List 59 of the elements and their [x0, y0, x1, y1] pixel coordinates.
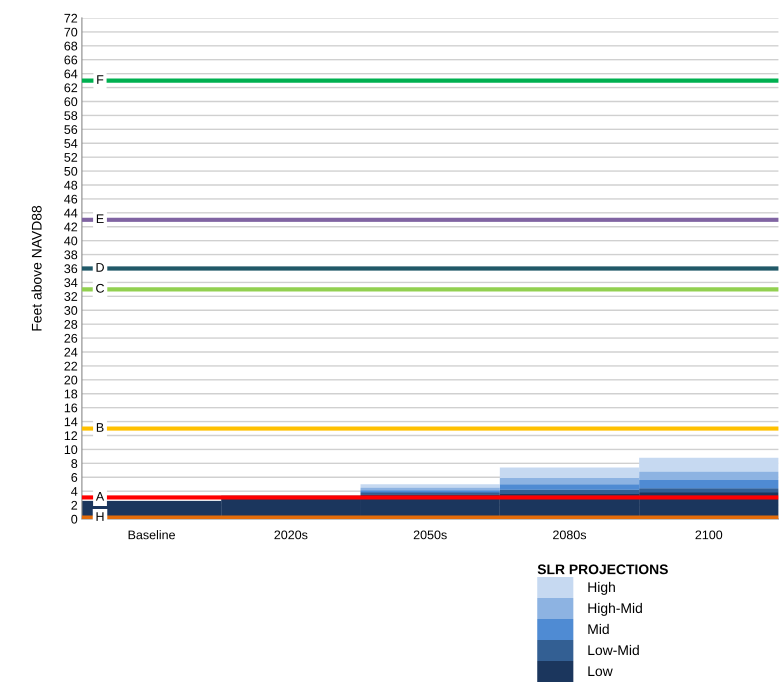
y-tick-label: 52	[64, 152, 78, 162]
ref-line-label: E	[96, 214, 104, 224]
y-tick-label: 50	[64, 166, 78, 176]
y-tick-label: 16	[64, 403, 78, 412]
y-tick-label: 20	[64, 376, 78, 384]
legend-label: Mid	[588, 624, 609, 634]
y-tick-label: 0	[71, 514, 78, 524]
y-tick-label: 4	[71, 487, 78, 496]
bar	[360, 484, 500, 488]
y-axis-title: Feet above NAVD88	[31, 206, 42, 331]
y-tick-label: 24	[64, 348, 78, 357]
x-tick-label: 2100	[696, 530, 722, 540]
y-tick-label: 40	[64, 236, 78, 246]
ref-line-label: C	[96, 284, 104, 293]
y-tick-label: 18	[64, 390, 78, 398]
legend-label: Low	[588, 666, 613, 676]
y-tick-label: 70	[64, 28, 78, 37]
y-tick-label: 48	[64, 180, 78, 190]
legend-title: SLR PROJECTIONS	[538, 564, 668, 574]
legend-label: High-Mid	[588, 602, 642, 616]
x-tick-label: Baseline	[128, 530, 175, 540]
y-tick-label: 62	[64, 83, 78, 92]
y-tick-label: 2	[71, 500, 78, 510]
y-tick-label: 54	[64, 139, 78, 148]
ref-line-label: F	[97, 75, 104, 84]
ref-line-label: H	[96, 512, 104, 521]
ref-line-label: A	[96, 492, 104, 501]
y-tick-label: 38	[64, 250, 78, 260]
y-tick-label: 68	[64, 42, 78, 50]
y-tick-label: 30	[64, 306, 78, 315]
x-tick-label: 2020s	[274, 530, 308, 540]
ref-line-label: D	[96, 263, 104, 272]
y-tick-label: 36	[64, 264, 78, 274]
bar	[360, 490, 500, 493]
y-tick-label: 46	[64, 194, 78, 204]
y-tick-label: 58	[64, 111, 78, 120]
y-tick-label: 64	[64, 69, 78, 78]
y-tick-label: 42	[64, 222, 78, 232]
y-tick-label: 32	[64, 292, 78, 301]
x-tick-label: 2080s	[553, 530, 586, 540]
y-tick-label: 8	[71, 459, 78, 468]
y-tick-label: 72	[64, 14, 78, 23]
y-tick-label: 60	[64, 97, 78, 106]
y-tick-label: 22	[64, 362, 78, 370]
y-tick-label: 26	[64, 334, 78, 343]
y-tick-label: 56	[64, 125, 78, 134]
ref-line-label: B	[96, 423, 104, 432]
y-tick-label: 14	[64, 418, 78, 426]
y-tick-label: 10	[64, 445, 78, 454]
y-tick-label: 44	[64, 208, 78, 218]
legend-label: High	[588, 582, 615, 595]
y-tick-label: 12	[64, 431, 78, 440]
legend-label: Low-Mid	[588, 644, 639, 656]
y-tick-label: 28	[64, 320, 78, 329]
y-tick-label: 6	[71, 473, 78, 482]
y-tick-label: 34	[64, 278, 78, 288]
bar	[360, 488, 500, 490]
x-tick-label: 2050s	[414, 530, 447, 540]
y-tick-label: 66	[64, 56, 78, 64]
